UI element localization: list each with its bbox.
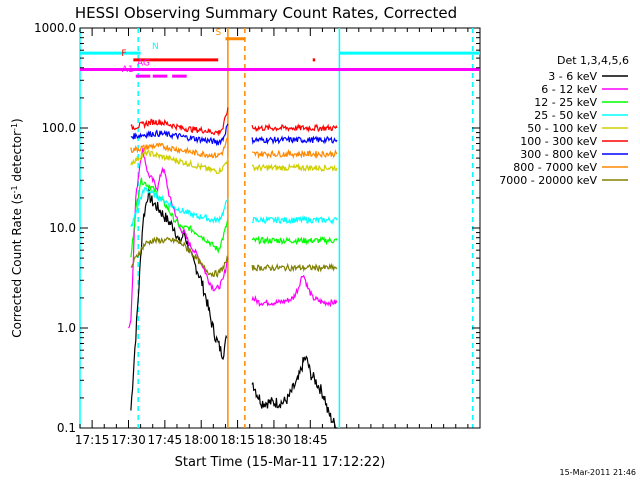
y-tick-label-3: 100.0 — [42, 121, 76, 135]
y-tick-label-1: 1.0 — [57, 321, 76, 335]
y-axis-label-end: ) — [10, 118, 24, 123]
series-line-1-b — [251, 274, 338, 308]
legend-label-7: 800 - 7000 keV — [513, 161, 597, 174]
x-axis-ticks: 17:15 17:30 17:45 18:00 18:15 18:30 18:45 — [75, 28, 481, 447]
y-tick-label-2: 10.0 — [49, 221, 76, 235]
x-tick-label-4: 18:15 — [220, 433, 255, 447]
flag-label-2: F — [121, 49, 126, 59]
series-line-5-b — [251, 122, 338, 133]
series-line-4-a — [130, 149, 229, 175]
legend-label-8: 7000 - 20000 keV — [499, 174, 597, 187]
x-tick-label-3: 18:00 — [184, 433, 219, 447]
series-line-3-a — [130, 186, 229, 227]
series-line-2-a — [130, 177, 229, 258]
chart-title: HESSI Observing Summary Count Rates, Cor… — [75, 4, 457, 22]
series-line-3-b — [251, 214, 338, 226]
x-tick-label-0: 17:15 — [75, 433, 110, 447]
y-axis-ticks: 0.1 1.0 10.0 100.0 1000.0 — [34, 21, 480, 435]
y-axis-label-main: Corrected Count Rate (s — [10, 193, 24, 337]
series-line-0-b — [251, 355, 337, 429]
series-line-2-b — [251, 235, 338, 246]
x-tick-label-5: 18:30 — [257, 433, 292, 447]
series-line-0-a — [130, 188, 228, 411]
flag-label-0: N — [152, 42, 159, 52]
y-axis-label-sup2: -1 — [10, 123, 19, 131]
x-tick-label-2: 17:45 — [148, 433, 183, 447]
legend-label-0: 3 - 6 keV — [548, 70, 597, 83]
series-line-8-a — [130, 236, 229, 278]
legend-label-4: 50 - 100 keV — [527, 122, 597, 135]
y-axis-label: Corrected Count Rate (s-1 detector-1) — [10, 118, 25, 337]
legend-label-2: 12 - 25 keV — [534, 96, 597, 109]
series-line-6-a — [130, 123, 229, 147]
y-axis-label-sup1: -1 — [10, 185, 19, 193]
series-line-6-b — [251, 135, 338, 145]
y-axis-label-mid: detector — [10, 131, 24, 186]
x-axis-label: Start Time (15-Mar-11 17:12:22) — [175, 455, 386, 470]
flag-label-3: AG — [137, 58, 150, 68]
series-line-7-a — [130, 137, 229, 159]
series-line-5-a — [130, 107, 229, 137]
plot-frame — [79, 27, 481, 429]
y-tick-label-0: 0.1 — [57, 421, 76, 435]
x-tick-label-6: 18:45 — [293, 433, 328, 447]
series-lines — [128, 107, 338, 429]
series-line-8-b — [251, 262, 338, 273]
legend-label-1: 6 - 12 keV — [541, 83, 597, 96]
x-tick-label-1: 17:30 — [111, 433, 146, 447]
flag-label-4: A1 — [122, 65, 134, 75]
legend-title: Det 1,3,4,5,6 — [557, 54, 629, 67]
y-tick-label-4: 1000.0 — [34, 21, 76, 35]
flag-label-1: S — [215, 28, 221, 38]
timestamp: 15-Mar-2011 21:46 — [560, 468, 637, 477]
series-line-4-b — [251, 162, 338, 173]
series-line-7-b — [251, 148, 338, 160]
legend-label-5: 100 - 300 keV — [520, 135, 597, 148]
legend-label-6: 300 - 800 keV — [520, 148, 597, 161]
legend-label-3: 25 - 50 keV — [534, 109, 597, 122]
marker-lines — [79, 28, 474, 428]
